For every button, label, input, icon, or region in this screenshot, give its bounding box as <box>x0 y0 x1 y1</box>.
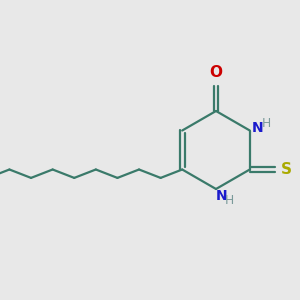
Text: H: H <box>262 117 271 130</box>
Text: N: N <box>251 121 263 134</box>
Text: S: S <box>281 162 292 177</box>
Text: O: O <box>209 65 223 80</box>
Text: N: N <box>216 189 227 202</box>
Text: H: H <box>225 194 234 208</box>
